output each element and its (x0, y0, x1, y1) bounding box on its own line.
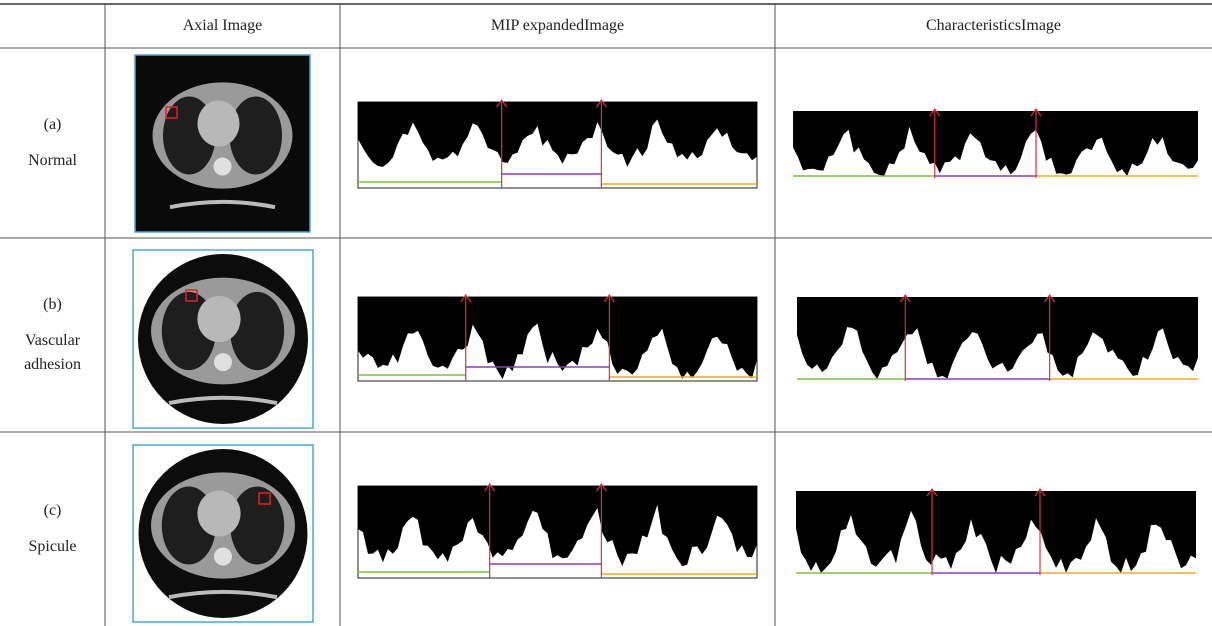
row-label: (c) Spicule (0, 432, 105, 626)
row-name: Vascular adhesion (0, 323, 105, 383)
silhouette (797, 297, 1198, 379)
page: Axial Image MIP expandedImage Characteri… (0, 0, 1212, 626)
column-header: MIP expandedImage (340, 4, 775, 48)
row-id: (b) (39, 287, 66, 323)
ct-heart (198, 100, 240, 146)
ct-lung (230, 292, 284, 370)
row-label: (b) Vascular adhesion (0, 238, 105, 432)
ct-lung (230, 97, 283, 175)
ct-lung (230, 487, 284, 565)
row-label: (a) Normal (0, 48, 105, 238)
ct-heart (197, 490, 240, 536)
ct-heart (197, 296, 240, 342)
row-id: (c) (40, 493, 66, 529)
ct-spine (214, 548, 232, 566)
row-name: Normal (24, 143, 81, 179)
figure-table (0, 0, 1212, 626)
row-name: Spicule (25, 529, 81, 565)
ct-spine (214, 158, 232, 176)
row-id: (a) (40, 107, 66, 143)
column-header: Axial Image (105, 4, 340, 48)
silhouette (793, 111, 1198, 176)
column-header: CharacteristicsImage (775, 4, 1212, 48)
silhouette (796, 491, 1196, 573)
ct-spine (214, 353, 232, 371)
